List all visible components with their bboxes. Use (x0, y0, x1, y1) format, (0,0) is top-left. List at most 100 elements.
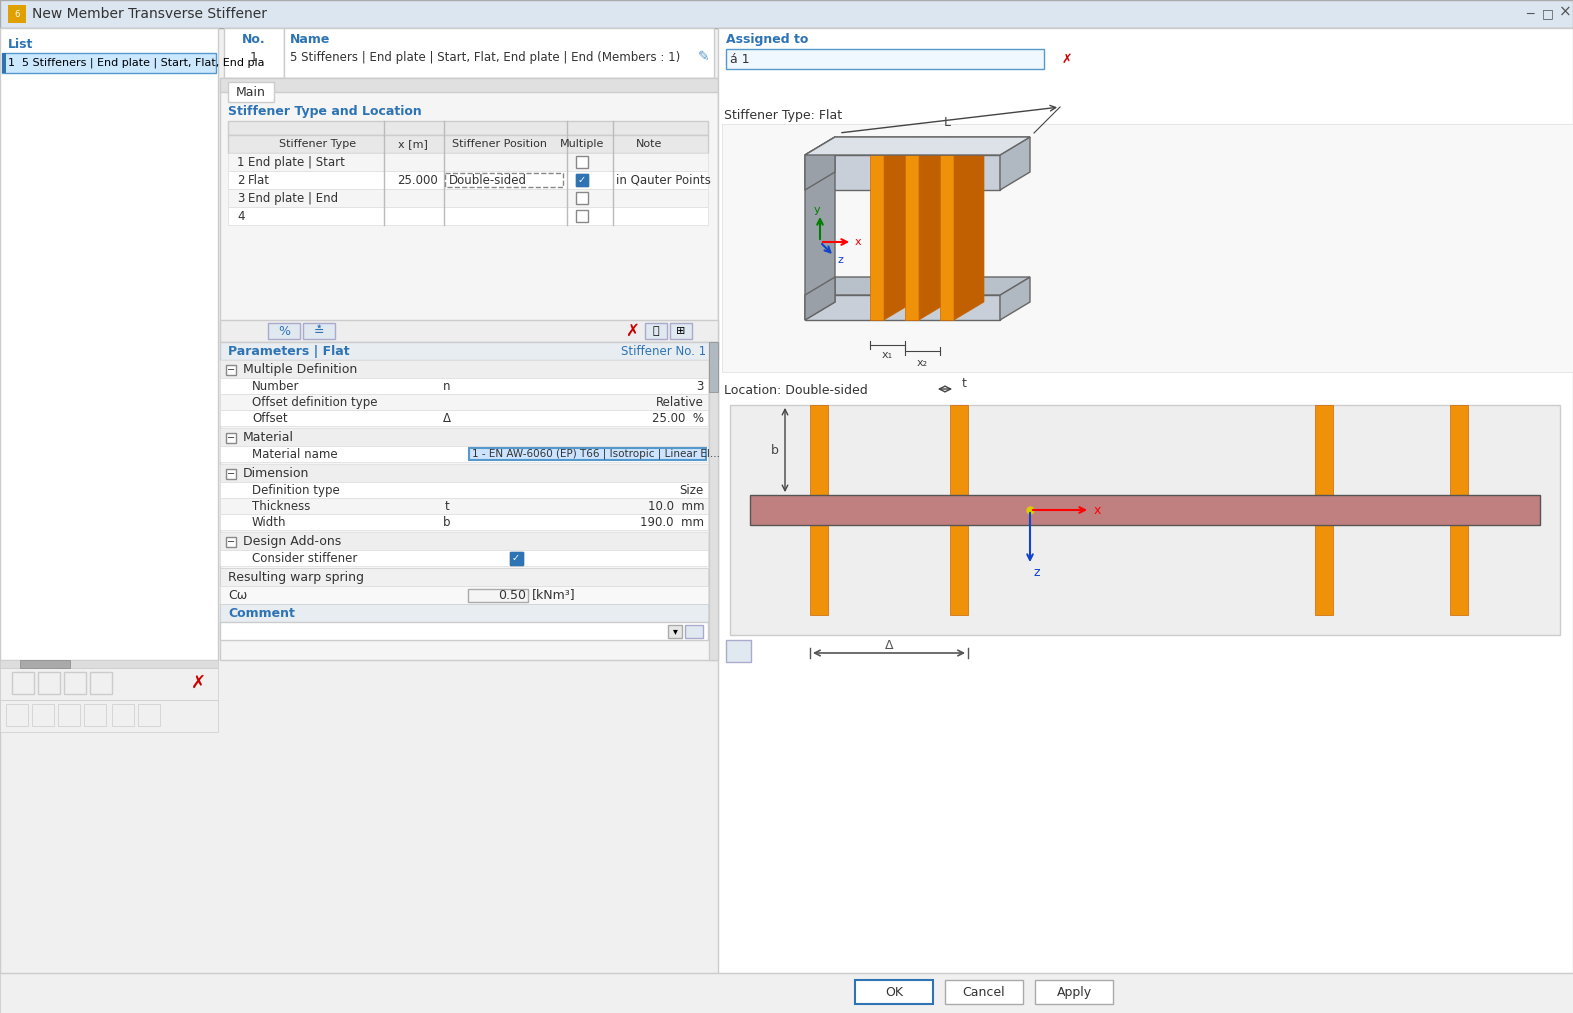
Bar (220, 320, 717, 342)
Bar (0, 0, 1573, 28)
Text: ⊞: ⊞ (676, 326, 686, 336)
Bar (220, 550, 708, 566)
Text: Apply: Apply (1057, 986, 1092, 999)
Polygon shape (953, 137, 985, 320)
Text: 2: 2 (238, 173, 244, 186)
Bar (856, 980, 933, 1004)
Text: 25.00  %: 25.00 % (651, 411, 705, 424)
Bar (112, 704, 134, 726)
Bar (950, 405, 967, 495)
Bar (220, 78, 717, 660)
Text: Cancel: Cancel (963, 986, 1005, 999)
Bar (727, 49, 1044, 69)
Bar (8, 5, 27, 23)
Bar (220, 464, 708, 482)
Bar (220, 514, 708, 530)
Bar (684, 625, 703, 638)
Text: 1 - EN AW-6060 (EP) T66 | Isotropic | Linear El...: 1 - EN AW-6060 (EP) T66 | Isotropic | Li… (472, 449, 720, 459)
Polygon shape (805, 277, 1030, 295)
Bar (945, 980, 1022, 1004)
Bar (220, 78, 717, 92)
Text: Location: Double-sided: Location: Double-sided (724, 384, 868, 396)
Bar (220, 568, 708, 586)
Bar (722, 124, 1573, 372)
Text: Assigned to: Assigned to (727, 32, 809, 46)
Polygon shape (805, 137, 835, 190)
Text: Width: Width (252, 516, 286, 529)
Text: Stiffener Type and Location: Stiffener Type and Location (228, 104, 422, 118)
Text: 0.50: 0.50 (499, 589, 525, 602)
Text: Multiple Definition: Multiple Definition (242, 363, 357, 376)
Bar (0, 700, 219, 732)
Text: x: x (856, 237, 862, 247)
Bar (2, 53, 6, 73)
Text: Cω: Cω (228, 589, 247, 602)
Bar (950, 525, 967, 615)
Bar (83, 704, 105, 726)
Bar (228, 207, 708, 225)
Text: Comment: Comment (228, 607, 294, 620)
Bar (469, 589, 529, 602)
Text: End plate | End: End plate | End (249, 191, 338, 205)
Bar (220, 446, 708, 462)
Bar (1450, 405, 1468, 495)
Text: Name: Name (289, 32, 330, 46)
Text: Stiffener Position: Stiffener Position (451, 139, 546, 149)
Text: Δ: Δ (444, 411, 451, 424)
Bar (227, 433, 236, 443)
Bar (304, 323, 335, 339)
Text: No.: No. (242, 32, 266, 46)
Text: ×: × (1559, 4, 1571, 19)
Bar (1450, 525, 1468, 615)
Bar (220, 378, 708, 394)
Text: x [m]: x [m] (398, 139, 428, 149)
Bar (709, 342, 717, 392)
Text: −: − (227, 537, 234, 547)
Text: Stiffener Type: Flat: Stiffener Type: Flat (724, 108, 842, 122)
Bar (227, 365, 236, 375)
Bar (469, 448, 706, 460)
Bar (64, 672, 87, 694)
Bar (727, 640, 750, 663)
Text: ▾: ▾ (673, 626, 678, 636)
Bar (510, 551, 522, 564)
Polygon shape (1000, 277, 1030, 320)
Bar (267, 323, 300, 339)
Text: ─: ─ (1526, 7, 1534, 20)
Text: Material name: Material name (252, 448, 338, 461)
Bar (0, 28, 219, 660)
Bar (228, 171, 708, 189)
Polygon shape (892, 190, 912, 295)
Bar (220, 498, 708, 514)
Polygon shape (912, 172, 942, 295)
Text: t: t (961, 377, 966, 390)
Bar (90, 672, 112, 694)
Bar (750, 495, 1540, 525)
Bar (6, 704, 28, 726)
Text: ✎: ✎ (698, 50, 709, 64)
Bar (510, 551, 522, 564)
Text: Multiple: Multiple (560, 139, 604, 149)
Polygon shape (904, 155, 919, 320)
Text: 3: 3 (697, 380, 705, 392)
Text: %: % (278, 324, 289, 337)
Text: End plate | Start: End plate | Start (249, 156, 344, 168)
Text: y: y (813, 205, 820, 215)
Text: 1: 1 (250, 51, 258, 64)
Bar (227, 469, 236, 479)
Bar (285, 28, 714, 78)
Text: Dimension: Dimension (242, 467, 310, 479)
Bar (220, 586, 708, 604)
Polygon shape (805, 137, 1030, 155)
Text: Size: Size (680, 483, 705, 496)
Text: 25.000: 25.000 (398, 173, 437, 186)
Text: Flat: Flat (249, 173, 271, 186)
Bar (220, 428, 708, 446)
Bar (576, 174, 588, 186)
Polygon shape (1000, 137, 1030, 190)
Bar (730, 405, 1560, 635)
Text: Thickness: Thickness (252, 499, 310, 513)
Text: z: z (837, 255, 843, 265)
Bar (220, 532, 708, 550)
Text: Design Add-ons: Design Add-ons (242, 535, 341, 547)
